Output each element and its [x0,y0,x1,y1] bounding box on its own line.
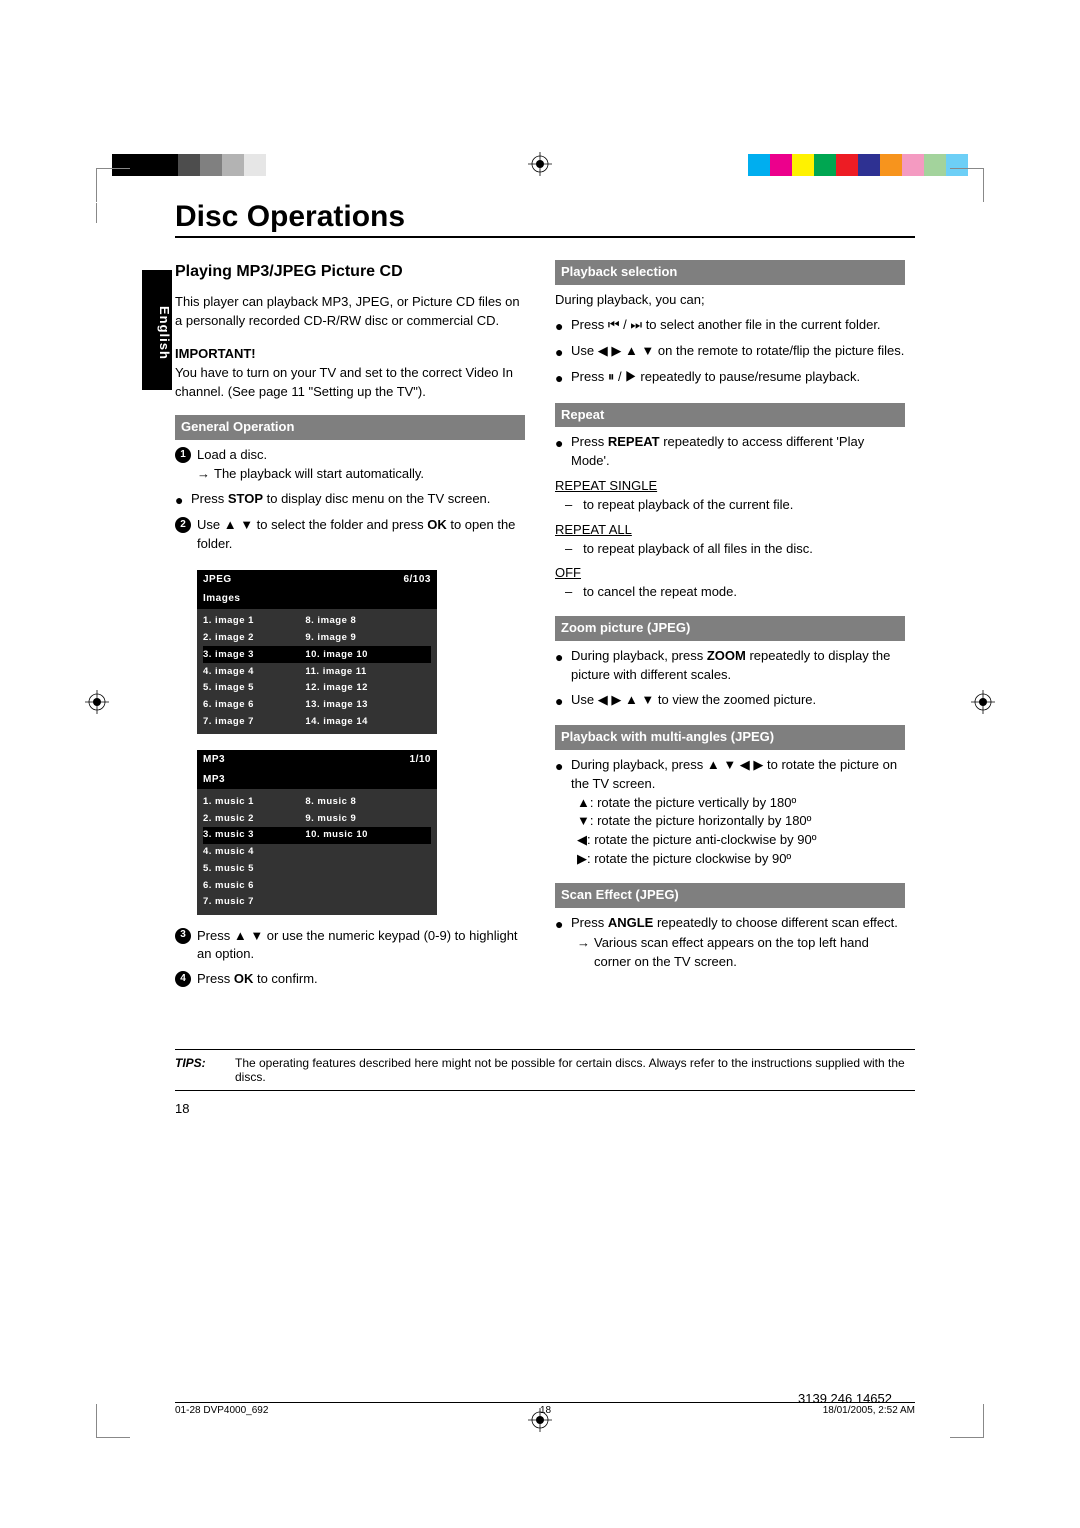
multi-left: ◀: rotate the picture anti-clockwise by … [577,831,905,850]
step-1-sub: The playback will start automatically. [197,465,525,484]
registration-mark [85,690,109,714]
zoom-item: Use ◀ ▶ ▲ ▼ to view the zoomed picture. [571,691,816,711]
important-text: You have to turn on your TV and set to t… [175,364,525,402]
registration-mark [971,690,995,714]
footer-code: 3139 246 14652 [798,1391,892,1406]
crop-tick [96,168,130,202]
color-bar-left [112,154,288,176]
repeat-intro: Press REPEAT repeatedly to access differ… [571,433,905,471]
mp3-menu-box: MP31/10 MP3 1. music 18. music 82. music… [197,750,437,914]
important-label: IMPORTANT! [175,345,525,364]
footer-right: 18/01/2005, 2:52 AM [823,1405,915,1416]
right-column: Playback selection During playback, you … [555,260,905,989]
language-tab: English [142,270,172,390]
left-column: Playing MP3/JPEG Picture CD This player … [175,260,525,989]
step-1: 1Load a disc. [175,446,525,465]
repeat-all-d: – to repeat playback of all files in the… [555,540,905,559]
color-bar-right [748,154,968,176]
section-zoom: Zoom picture (JPEG) [555,616,905,641]
section-scan: Scan Effect (JPEG) [555,883,905,908]
multi-intro: During playback, press ▲ ▼ ◀ ▶ to rotate… [571,756,905,794]
registration-mark [528,152,552,176]
footer-left: 01-28 DVP4000_692 [175,1405,268,1416]
repeat-single-d: – to repeat playback of the current file… [555,496,905,515]
footer-center: 18 [540,1405,551,1416]
playback-intro: During playback, you can; [555,291,905,310]
section-multi: Playback with multi-angles (JPEG) [555,725,905,750]
page-title: Disc Operations [175,200,915,238]
section-general: General Operation [175,415,525,440]
repeat-off-label: OFF [555,564,905,583]
crop-tick [96,1404,130,1438]
subtitle: Playing MP3/JPEG Picture CD [175,260,525,283]
step-4: 4Press OK to confirm. [175,970,525,989]
zoom-item: During playback, press ZOOM repeatedly t… [571,647,905,685]
jpeg-menu-box: JPEG6/103 Images 1. image 18. image 82. … [197,570,437,734]
crop-tick [950,1404,984,1438]
step-2: 2Use ▲ ▼ to select the folder and press … [175,516,525,554]
section-repeat: Repeat [555,403,905,428]
page-number: 18 [175,1101,915,1116]
crop-tick [950,168,984,202]
step-1b: ●Press STOP to display disc menu on the … [175,490,525,510]
repeat-off-d: – to cancel the repeat mode. [555,583,905,602]
pb-item: Press ⏸ / ▶ repeatedly to pause/resume p… [571,368,860,388]
tips-box: TIPS: The operating features described h… [175,1049,915,1091]
pb-item: Use ◀ ▶ ▲ ▼ on the remote to rotate/flip… [571,342,904,362]
section-playback: Playback selection [555,260,905,285]
step-3: 3Press ▲ ▼ or use the numeric keypad (0-… [175,927,525,965]
scan-sub: Various scan effect appears on the top l… [577,934,905,972]
intro-text: This player can playback MP3, JPEG, or P… [175,293,525,331]
scan-intro: Press ANGLE repeatedly to choose differe… [571,914,898,934]
multi-down: ▼: rotate the picture horizontally by 18… [577,812,905,831]
repeat-single-label: REPEAT SINGLE [555,477,905,496]
pb-item: Press ⏮ / ⏭ to select another file in th… [571,316,881,336]
multi-up: ▲: rotate the picture vertically by 180º [577,794,905,813]
multi-right: ▶: rotate the picture clockwise by 90º [577,850,905,869]
tips-text: The operating features described here mi… [235,1056,915,1084]
tips-label: TIPS: [175,1056,235,1084]
repeat-all-label: REPEAT ALL [555,521,905,540]
